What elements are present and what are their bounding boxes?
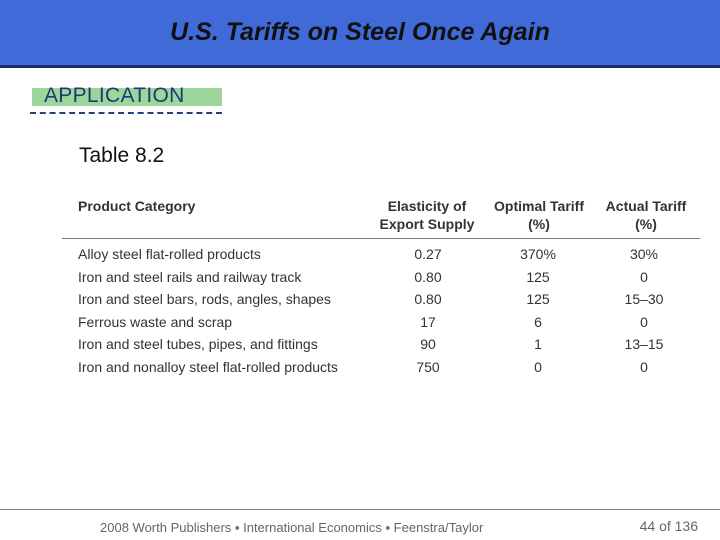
table-body: Alloy steel flat-rolled products 0.27 37…	[62, 243, 700, 378]
cell-optimal-tariff: 370%	[520, 246, 556, 262]
cell-elasticity: 0.27	[414, 246, 442, 262]
table-row: Ferrous waste and scrap 17 6 0	[62, 311, 700, 334]
title-bar: U.S. Tariffs on Steel Once Again	[0, 0, 720, 68]
cell-optimal-tariff: 125	[526, 291, 550, 307]
footer-credit: 2008 Worth Publishers ▪ International Ec…	[100, 520, 484, 535]
table-row: Alloy steel flat-rolled products 0.27 37…	[62, 243, 700, 266]
header-elasticity: Elasticity of Export Supply	[377, 197, 477, 233]
table-row: Iron and steel tubes, pipes, and fitting…	[62, 333, 700, 356]
table-row: Iron and steel bars, rods, angles, shape…	[62, 288, 700, 311]
header-optimal-line2: (%)	[528, 216, 550, 232]
cell-optimal-tariff: 125	[526, 268, 550, 285]
application-tag-background	[32, 88, 222, 106]
header-optimal: Optimal Tariff (%)	[484, 197, 594, 233]
page-number: 44 of 136	[639, 518, 698, 534]
cell-optimal-tariff: 6	[534, 313, 542, 330]
cell-elasticity: 17	[420, 313, 436, 330]
cell-optimal-tariff: 1	[534, 336, 542, 352]
header-elasticity-line1: Elasticity of	[387, 198, 467, 214]
header-divider	[62, 238, 700, 239]
header-actual-line1: Actual Tariff	[605, 198, 687, 214]
header-product: Product Category	[78, 198, 196, 214]
cell-product: Alloy steel flat-rolled products	[78, 246, 261, 262]
header-actual: Actual Tariff (%)	[596, 197, 696, 233]
cell-elasticity: 0.80	[414, 268, 442, 285]
header-elasticity-line2: Export Supply	[379, 216, 475, 232]
cell-elasticity: 0.80	[414, 291, 442, 307]
cell-actual-tariff: 30%	[629, 246, 659, 262]
application-tag-label: APPLICATION	[44, 84, 185, 107]
slide-title: U.S. Tariffs on Steel Once Again	[170, 18, 550, 46]
cell-product: Iron and steel tubes, pipes, and fitting…	[78, 336, 318, 352]
cell-actual-tariff: 0	[640, 358, 648, 375]
cell-optimal-tariff: 0	[534, 358, 542, 375]
table-row: Iron and steel rails and railway track 0…	[62, 266, 700, 289]
table-caption: Table 8.2	[79, 144, 165, 167]
footer-divider	[0, 509, 720, 510]
header-optimal-line1: Optimal Tariff	[494, 198, 584, 214]
cell-elasticity: 750	[416, 358, 440, 375]
cell-elasticity: 90	[420, 336, 436, 352]
header-actual-line2: (%)	[635, 216, 657, 232]
cell-actual-tariff: 13–15	[624, 336, 664, 352]
cell-actual-tariff: 0	[640, 268, 648, 285]
cell-actual-tariff: 15–30	[624, 291, 664, 307]
cell-product: Iron and steel rails and railway track	[78, 268, 302, 285]
tag-dashed-underline	[30, 112, 222, 114]
cell-product: Iron and nonalloy steel flat-rolled prod…	[78, 358, 338, 375]
table-row: Iron and nonalloy steel flat-rolled prod…	[62, 356, 700, 379]
cell-actual-tariff: 0	[640, 313, 648, 330]
cell-product: Ferrous waste and scrap	[78, 313, 233, 330]
cell-product: Iron and steel bars, rods, angles, shape…	[78, 291, 331, 307]
